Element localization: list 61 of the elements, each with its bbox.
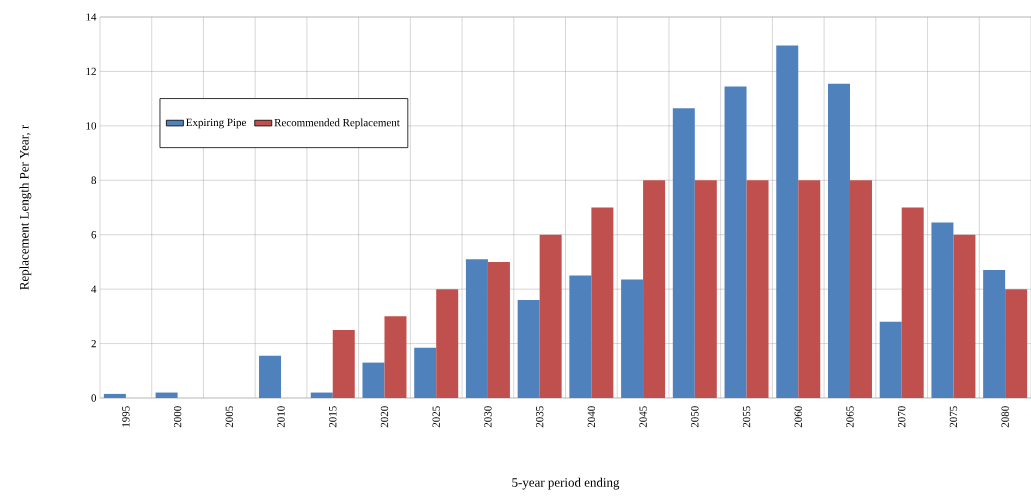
bar: [310, 392, 333, 398]
x-tick-label: 2065: [846, 406, 854, 428]
bar: [746, 180, 769, 398]
x-tick-label: 2005: [225, 406, 234, 428]
bar: [436, 289, 459, 398]
bar: [798, 180, 821, 398]
bar: [643, 180, 666, 398]
bar: [776, 45, 799, 398]
bar: [103, 393, 126, 398]
x-tick-label: 2040: [587, 406, 596, 428]
bar: [384, 316, 407, 398]
bar: [672, 108, 695, 398]
x-tick-label: 2015: [329, 406, 337, 428]
bar: [931, 222, 954, 398]
bar: [362, 362, 385, 398]
y-tick-label: 2: [91, 339, 96, 348]
bar: [901, 207, 924, 398]
x-tick-label: 2020: [380, 406, 389, 428]
x-tick-label: 2045: [639, 406, 647, 428]
x-tick-label: 2050: [691, 406, 699, 428]
x-tick-label: 2080: [1001, 406, 1009, 428]
x-tick-label: 2060: [794, 406, 802, 428]
bar: [414, 347, 437, 398]
bar: [517, 300, 540, 398]
bar: [155, 392, 178, 398]
bar: [879, 321, 902, 398]
legend-label: Recommended Replacement: [274, 118, 400, 129]
bar: [827, 83, 850, 398]
bar: [332, 329, 355, 398]
x-tick-label: 2010: [277, 406, 285, 428]
y-tick-label: 6: [91, 231, 97, 239]
x-tick-label: 2075: [949, 406, 958, 428]
bar: [1005, 289, 1028, 398]
bar: [694, 180, 717, 398]
bar: [465, 259, 488, 398]
x-tick-label: 1995: [122, 406, 130, 427]
x-tick-label: 2030: [484, 406, 492, 428]
bar: [591, 207, 614, 398]
x-tick-label: 2000: [173, 406, 182, 428]
y-tick-label: 14: [86, 13, 97, 21]
bar: [983, 270, 1006, 398]
y-tick-label: 4: [91, 285, 97, 293]
y-axis-title: Replacement Length Per Year, r: [19, 124, 32, 290]
x-tick-label: 2055: [742, 406, 751, 428]
legend-label: Expiring Pipe: [186, 118, 246, 129]
y-tick-label: 8: [91, 176, 97, 184]
bar: [539, 234, 562, 398]
bar: [953, 234, 976, 398]
bar: [724, 86, 747, 398]
y-tick-label: 10: [86, 122, 97, 130]
bar: [849, 180, 872, 398]
x-tick-label: 2035: [535, 406, 544, 428]
y-tick-label: 0: [91, 394, 97, 402]
y-tick-label: 12: [86, 67, 96, 76]
bar: [259, 355, 282, 398]
bar: [569, 275, 592, 398]
bar: [621, 279, 644, 398]
x-tick-label: 2070: [898, 406, 906, 428]
x-tick-label: 2025: [432, 406, 440, 428]
x-axis-title: 5-year period ending: [512, 477, 620, 490]
bar: [487, 261, 510, 398]
